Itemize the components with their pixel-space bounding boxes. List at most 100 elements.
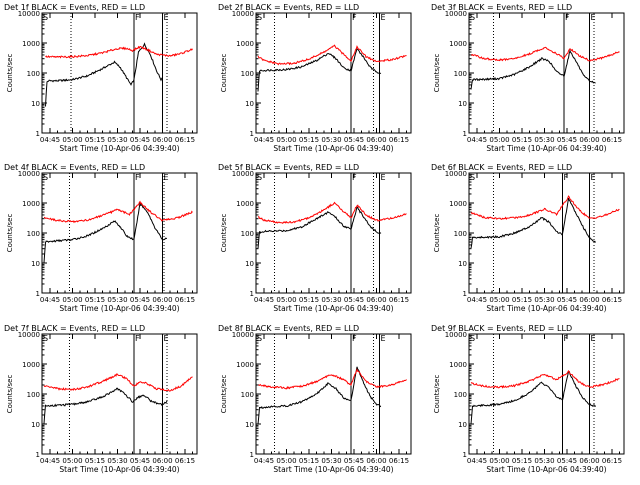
chart-panel-2: Det 2f BLACK = Events, RED = LLDFES11010… bbox=[218, 3, 412, 153]
x-tick-label: 05:30 bbox=[107, 457, 127, 465]
chart-title: Det 9f BLACK = Events, RED = LLD bbox=[431, 324, 572, 333]
chart-title: Det 3f BLACK = Events, RED = LLD bbox=[431, 3, 572, 12]
events-series bbox=[470, 49, 596, 90]
x-tick-label: 05:30 bbox=[321, 136, 341, 144]
y-tick-label: 10000 bbox=[18, 170, 40, 178]
x-tick-label: 05:30 bbox=[534, 136, 554, 144]
x-tick-label: 05:00 bbox=[62, 136, 82, 144]
x-tick-label: 05:30 bbox=[107, 296, 127, 304]
x-tick-label: 05:00 bbox=[489, 296, 509, 304]
y-tick-label: 1 bbox=[250, 130, 254, 138]
marker-s: S bbox=[43, 334, 48, 343]
y-tick-label: 10 bbox=[31, 100, 40, 108]
y-tick-label: 10000 bbox=[445, 10, 467, 18]
lld-series bbox=[43, 373, 193, 392]
y-tick-label: 1000 bbox=[236, 361, 254, 369]
x-tick-label: 05:15 bbox=[299, 296, 319, 304]
x-tick-label: 04:45 bbox=[40, 457, 60, 465]
events-series bbox=[257, 205, 382, 249]
x-tick-label: 05:00 bbox=[276, 457, 296, 465]
x-tick-label: 05:00 bbox=[62, 457, 82, 465]
y-tick-label: 100 bbox=[454, 230, 467, 238]
x-tick-label: 05:15 bbox=[85, 457, 105, 465]
y-tick-label: 10 bbox=[458, 100, 467, 108]
events-series bbox=[257, 366, 382, 425]
plot-frame bbox=[255, 172, 412, 294]
chart-title: Det 8f BLACK = Events, RED = LLD bbox=[218, 324, 359, 333]
y-axis-label: Counts/sec bbox=[220, 375, 228, 414]
x-tick-label: 05:30 bbox=[321, 457, 341, 465]
x-tick-label: 05:45 bbox=[130, 457, 150, 465]
y-tick-label: 10000 bbox=[445, 170, 467, 178]
y-tick-label: 100 bbox=[27, 391, 40, 399]
y-tick-label: 1000 bbox=[22, 361, 40, 369]
chart-panel-5: Det 5f BLACK = Events, RED = LLDFES11010… bbox=[218, 163, 412, 313]
events-series bbox=[257, 48, 382, 92]
x-tick-label: 05:45 bbox=[130, 296, 150, 304]
x-axis-label: Start Time (10-Apr-06 04:39:40) bbox=[486, 304, 606, 313]
x-tick-label: 05:45 bbox=[557, 296, 577, 304]
x-tick-label: 05:45 bbox=[557, 457, 577, 465]
y-tick-label: 100 bbox=[27, 70, 40, 78]
marker-e: E bbox=[381, 13, 386, 22]
x-tick-label: 05:00 bbox=[489, 136, 509, 144]
lld-series bbox=[257, 368, 407, 390]
chart-title: Det 7f BLACK = Events, RED = LLD bbox=[4, 324, 145, 333]
x-axis-label: Start Time (10-Apr-06 04:39:40) bbox=[59, 465, 179, 474]
marker-e: E bbox=[164, 13, 169, 22]
x-tick-label: 06:00 bbox=[152, 457, 172, 465]
marker-s: S bbox=[257, 334, 262, 343]
lld-series bbox=[257, 201, 407, 224]
y-tick-label: 10 bbox=[458, 260, 467, 268]
x-tick-label: 04:45 bbox=[467, 296, 487, 304]
marker-s: S bbox=[470, 334, 475, 343]
lld-series bbox=[257, 44, 407, 66]
marker-s: S bbox=[470, 13, 475, 22]
y-axis-label: Counts/sec bbox=[6, 214, 14, 253]
lld-series bbox=[470, 195, 620, 220]
chart-title: Det 1f BLACK = Events, RED = LLD bbox=[4, 3, 145, 12]
y-tick-label: 10 bbox=[31, 260, 40, 268]
marker-s: S bbox=[257, 13, 262, 22]
x-axis-label: Start Time (10-Apr-06 04:39:40) bbox=[273, 304, 393, 313]
x-tick-label: 06:00 bbox=[152, 136, 172, 144]
y-tick-label: 10000 bbox=[232, 10, 254, 18]
x-tick-label: 04:45 bbox=[254, 457, 274, 465]
x-tick-label: 04:45 bbox=[467, 136, 487, 144]
y-tick-label: 10000 bbox=[232, 331, 254, 339]
y-axis-label: Counts/sec bbox=[433, 375, 441, 414]
y-tick-label: 10000 bbox=[18, 10, 40, 18]
x-tick-label: 06:00 bbox=[366, 136, 386, 144]
plot-frame bbox=[41, 333, 198, 455]
x-tick-label: 06:00 bbox=[579, 457, 599, 465]
y-axis-label: Counts/sec bbox=[6, 375, 14, 414]
chart-title: Det 2f BLACK = Events, RED = LLD bbox=[218, 3, 359, 12]
y-tick-label: 10 bbox=[31, 421, 40, 429]
y-tick-label: 100 bbox=[241, 70, 254, 78]
y-tick-label: 10 bbox=[245, 260, 254, 268]
y-axis-label: Counts/sec bbox=[220, 214, 228, 253]
x-tick-label: 06:00 bbox=[152, 296, 172, 304]
x-tick-label: 05:15 bbox=[512, 457, 532, 465]
x-tick-label: 05:30 bbox=[321, 296, 341, 304]
x-tick-label: 06:15 bbox=[602, 296, 622, 304]
x-tick-label: 04:45 bbox=[254, 136, 274, 144]
marker-e: E bbox=[591, 173, 596, 182]
y-tick-label: 100 bbox=[241, 391, 254, 399]
y-tick-label: 10000 bbox=[232, 170, 254, 178]
lld-series bbox=[43, 200, 193, 224]
x-tick-label: 05:15 bbox=[512, 136, 532, 144]
y-tick-label: 10000 bbox=[18, 331, 40, 339]
plot-frame bbox=[255, 12, 412, 134]
y-tick-label: 100 bbox=[454, 391, 467, 399]
x-tick-label: 06:15 bbox=[602, 136, 622, 144]
marker-f: F bbox=[564, 334, 569, 343]
events-series bbox=[43, 201, 167, 263]
y-axis-label: Counts/sec bbox=[6, 54, 14, 93]
y-axis-label: Counts/sec bbox=[220, 54, 228, 93]
x-tick-label: 05:45 bbox=[344, 296, 364, 304]
